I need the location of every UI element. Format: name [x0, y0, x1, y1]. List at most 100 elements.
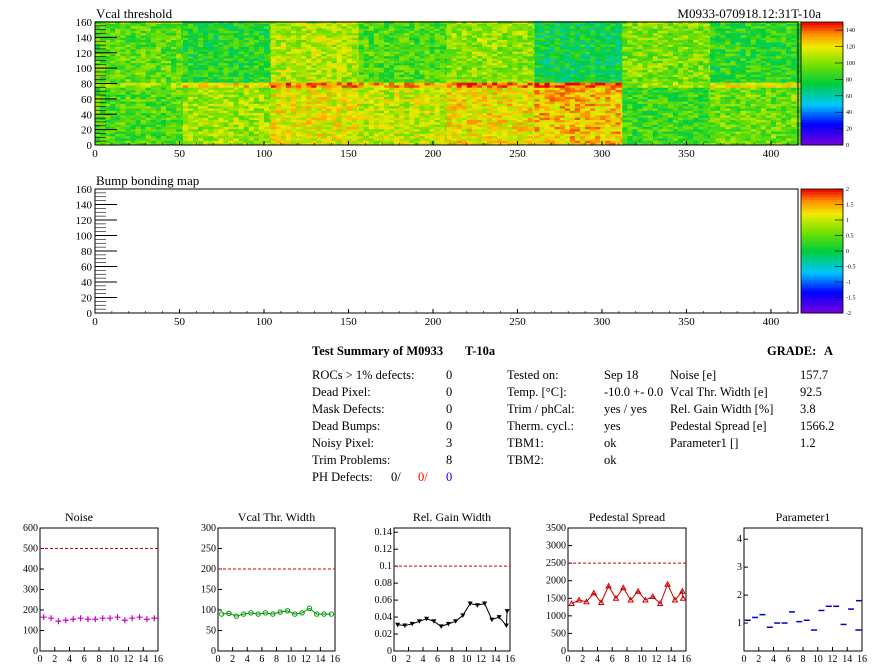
map-cell — [228, 112, 234, 116]
map-cell — [527, 23, 534, 27]
map-cell — [275, 60, 282, 64]
map-cell — [120, 28, 126, 31]
map-cell — [544, 74, 550, 77]
map-cell — [637, 78, 643, 82]
map-cell — [627, 67, 633, 71]
map-cell — [647, 51, 654, 54]
map-cell — [155, 91, 162, 95]
map-cell — [176, 91, 182, 95]
map-cell — [203, 74, 209, 77]
map-cell — [590, 74, 596, 77]
map-cell — [100, 87, 106, 91]
map-cell — [688, 58, 694, 61]
map-cell — [383, 78, 390, 82]
map-cell — [198, 62, 204, 66]
map-cell — [755, 39, 762, 43]
map-cell — [145, 115, 152, 118]
map-cell — [662, 48, 669, 52]
map-cell — [595, 62, 601, 66]
map-cell — [165, 81, 172, 84]
map-cell — [193, 108, 199, 111]
map-cell — [218, 44, 224, 47]
map-cell — [280, 74, 287, 77]
map-cell — [559, 76, 566, 80]
map-cell — [765, 58, 772, 61]
map-cell — [544, 71, 550, 75]
map-cell — [715, 62, 721, 66]
map-cell — [481, 28, 488, 31]
map-cell — [306, 60, 312, 64]
map-cell — [193, 30, 199, 34]
map-cell — [125, 133, 131, 137]
map-cell — [105, 101, 111, 104]
map-cell — [326, 32, 332, 36]
map-cell — [637, 81, 643, 84]
map-cell — [198, 142, 204, 146]
map-cell — [461, 39, 468, 43]
map-cell — [399, 48, 405, 52]
map-cell — [248, 25, 255, 29]
map-cell — [291, 140, 297, 144]
map-cell — [394, 25, 400, 29]
map-cell — [208, 85, 214, 88]
map-cell — [115, 119, 121, 123]
map-cell — [434, 81, 441, 84]
map-cell — [258, 44, 265, 47]
map-cell — [306, 81, 312, 84]
map-cell — [522, 21, 529, 24]
map-cell — [600, 46, 606, 50]
map-cell — [140, 105, 147, 109]
map-cell — [275, 140, 282, 144]
map-cell — [243, 67, 250, 71]
map-cell — [311, 55, 317, 59]
map-cell — [351, 41, 358, 45]
map-cell — [373, 32, 380, 36]
map-cell — [539, 65, 545, 68]
map-cell — [735, 35, 741, 38]
map-cell — [610, 81, 616, 84]
map-cell — [527, 58, 534, 61]
map-cell — [150, 32, 157, 36]
map-cell — [378, 55, 385, 59]
map-cell — [595, 44, 601, 47]
map-cell — [171, 58, 177, 61]
map-cell — [781, 30, 787, 34]
map-cell — [678, 41, 684, 45]
map-cell — [693, 76, 699, 80]
map-cell — [647, 32, 654, 36]
map-cell — [198, 76, 204, 80]
map-cell — [125, 78, 131, 82]
map-cell — [125, 69, 131, 73]
map-cell — [394, 71, 400, 75]
map-cell — [115, 53, 121, 57]
map-cell — [150, 126, 157, 130]
map-cell — [439, 69, 446, 73]
map-cell — [554, 67, 561, 71]
map-cell — [765, 55, 772, 59]
map-cell — [110, 41, 116, 45]
map-cell — [165, 35, 172, 38]
map-cell — [610, 21, 616, 24]
map-cell — [554, 58, 561, 61]
map-cell — [466, 74, 473, 77]
map-cell — [120, 30, 126, 34]
map-cell — [280, 98, 287, 102]
map-cell — [725, 65, 731, 68]
map-cell — [248, 41, 255, 45]
map-cell — [796, 37, 802, 41]
map-cell — [193, 112, 199, 116]
map-cell — [311, 37, 317, 41]
map-cell — [285, 128, 292, 132]
map-cell — [539, 58, 545, 61]
map-cell — [534, 81, 540, 84]
map-cell — [564, 41, 571, 45]
map-cell — [285, 121, 292, 125]
map-cell — [461, 55, 468, 59]
map-cell — [434, 41, 441, 45]
map-cell — [574, 53, 581, 57]
map-cell — [115, 46, 121, 50]
map-cell — [203, 103, 209, 107]
map-cell — [193, 117, 199, 121]
map-cell — [285, 138, 292, 141]
map-cell — [165, 55, 172, 59]
